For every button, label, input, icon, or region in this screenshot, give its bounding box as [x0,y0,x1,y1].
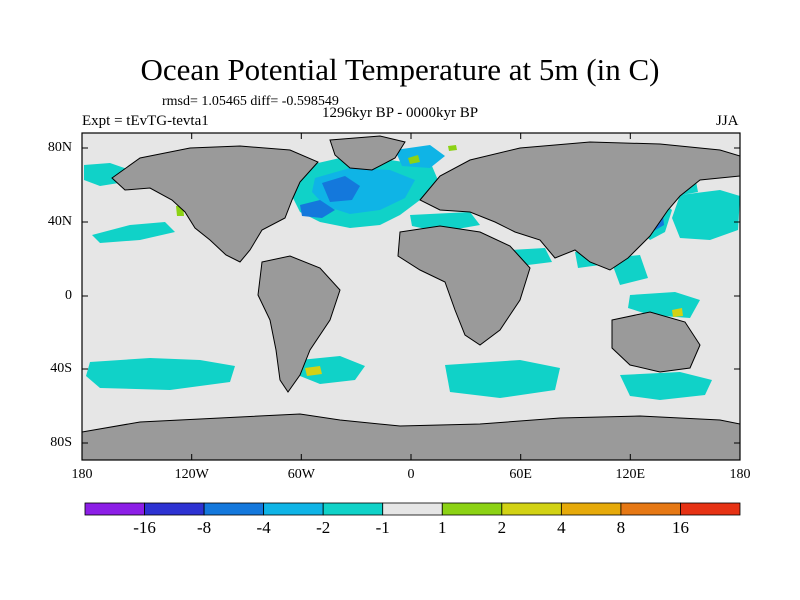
warm-spot-svalbard [448,145,457,151]
x-label-180e: 180 [729,467,751,482]
colorbar-box-10 [620,502,681,516]
y-label-40s: 40S [50,361,72,376]
x-label-60w: 60W [287,467,315,482]
x-axis-ticks [81,133,741,460]
colorbar-box-2 [144,502,205,516]
y-label-40n: 40N [47,214,72,229]
colorbar-label: -16 [133,518,156,537]
anomaly-north-pacific-2 [92,222,175,243]
land-masses [82,135,740,460]
anomaly-south-pacific [86,358,235,390]
colorbar-label: -4 [256,518,271,537]
colorbar-label: 2 [497,518,507,537]
colorbar-label: 16 [671,518,689,537]
warm-spot-nordic [408,155,420,164]
anomaly-north-atlantic-strong [322,176,360,202]
x-label-120w: 120W [174,467,209,482]
colorbar-label: 8 [616,518,626,537]
colorbar-label: -1 [375,518,390,537]
colorbar-label: 4 [557,518,566,537]
map-title: Ocean Potential Temperature at 5m (in C) [140,52,660,87]
anomaly-gulf-stream [300,200,335,218]
x-label-120e: 120E [615,467,646,482]
colorbar-label: -2 [316,518,331,537]
x-label-0: 0 [407,467,415,482]
warm-spot-argentina [305,366,322,376]
land-south-america [257,255,341,393]
colorbar-box-7 [441,502,503,516]
land-australia [611,311,701,373]
x-label-180w: 180 [71,467,93,482]
colorbar-box-3 [203,502,265,516]
anomaly-south-indian [445,360,560,398]
anomaly-south-atlantic [300,356,365,384]
land-africa [397,225,531,346]
warm-spot-new-guinea [672,308,683,317]
colorbar-box-1 [84,502,145,516]
colorbar-box-6 [382,502,443,516]
colorbar-box-5 [322,502,384,516]
anomaly-nordic-seas [395,145,445,168]
colorbar-box-11 [680,502,741,516]
colorbar-label: -8 [196,518,212,537]
anomaly-south-australia [620,372,712,400]
colorbar-label: 1 [438,518,447,537]
rmsd-diff-stats: rmsd= 1.05465 diff= -0.598549 [162,94,339,109]
land-eurasia [419,141,740,271]
experiment-label: Expt = tEvTG-tevta1 [82,113,209,129]
anomaly-west-pacific [672,190,740,240]
land-antarctica [82,413,740,460]
y-label-80n: 80N [47,140,72,155]
map-plot [82,133,740,460]
colorbar-box-8 [501,502,562,516]
season-label: JJA [716,113,739,129]
land-greenland [329,135,406,171]
anomaly-mediterranean [410,212,480,232]
y-label-0: 0 [65,288,72,303]
time-period: 1296kyr BP - 0000kyr BP [321,105,479,121]
y-label-80s: 80S [50,435,72,450]
colorbar [84,502,741,516]
y-axis-ticks [82,147,740,444]
colorbar-box-4 [263,502,324,516]
land-north-america [111,145,319,263]
colorbar-box-9 [560,502,622,516]
x-label-60e: 60E [509,467,532,482]
